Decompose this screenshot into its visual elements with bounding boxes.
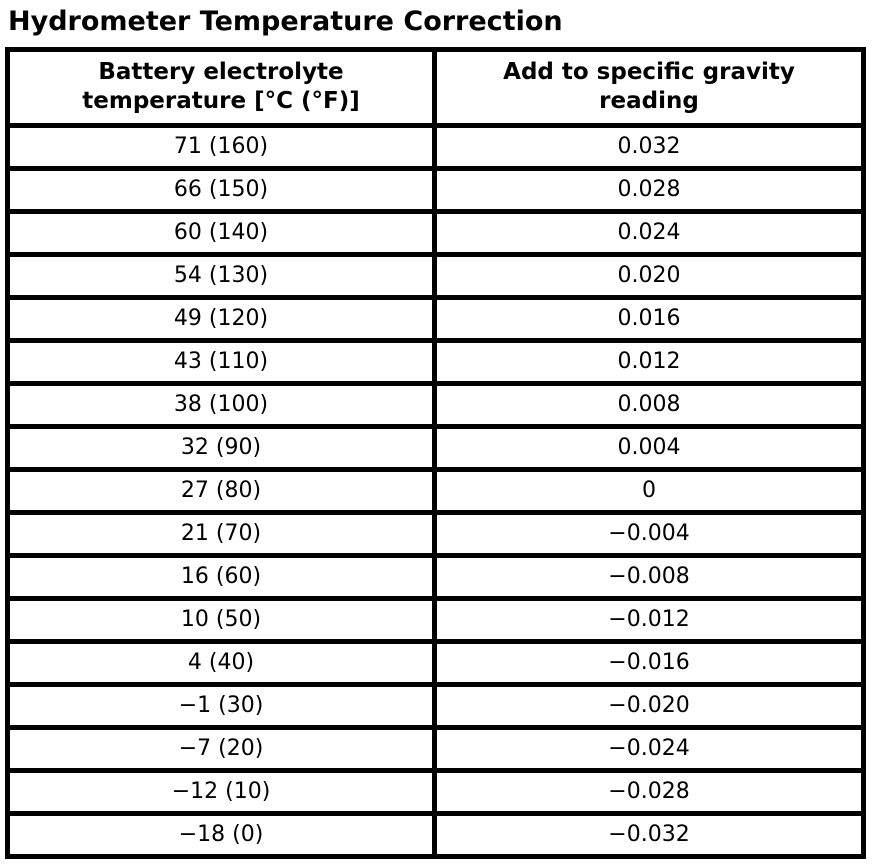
table-row: −18 (0) −0.032 bbox=[5, 811, 866, 860]
temperature-cell: 4 (40) bbox=[5, 639, 437, 688]
correction-cell: 0.020 bbox=[432, 252, 866, 301]
table-row: 49 (120) 0.016 bbox=[5, 295, 866, 344]
correction-cell: −0.012 bbox=[432, 596, 866, 645]
table-row: 38 (100) 0.008 bbox=[5, 381, 866, 430]
header-gravity-line1: Add to specific gravity bbox=[503, 58, 795, 85]
table-row: 16 (60) −0.008 bbox=[5, 553, 866, 602]
correction-cell: 0.032 bbox=[432, 123, 866, 172]
temperature-cell: 49 (120) bbox=[5, 295, 437, 344]
correction-cell: 0.016 bbox=[432, 295, 866, 344]
header-temperature: Battery electrolyte temperature [°C (°F)… bbox=[5, 47, 437, 129]
temperature-cell: 66 (150) bbox=[5, 166, 437, 215]
header-temperature-line2: temperature [°C (°F)] bbox=[82, 88, 360, 115]
temperature-cell: 60 (140) bbox=[5, 209, 437, 258]
table-row: 27 (80) 0 bbox=[5, 467, 866, 516]
table-row: 71 (160) 0.032 bbox=[5, 123, 866, 172]
header-gravity-line2: reading bbox=[599, 88, 699, 115]
header-temperature-line1: Battery electrolyte bbox=[98, 58, 344, 85]
table-row: 66 (150) 0.028 bbox=[5, 166, 866, 215]
correction-cell: −0.004 bbox=[432, 510, 866, 559]
temperature-cell: 21 (70) bbox=[5, 510, 437, 559]
temperature-cell: −1 (30) bbox=[5, 682, 437, 731]
temperature-cell: 10 (50) bbox=[5, 596, 437, 645]
correction-cell: −0.024 bbox=[432, 725, 866, 774]
correction-cell: −0.028 bbox=[432, 768, 866, 817]
table-row: 32 (90) 0.004 bbox=[5, 424, 866, 473]
page-title: Hydrometer Temperature Correction bbox=[8, 6, 563, 37]
temperature-cell: 43 (110) bbox=[5, 338, 437, 387]
header-row: Battery electrolyte temperature [°C (°F)… bbox=[5, 47, 866, 129]
table-row: −12 (10) −0.028 bbox=[5, 768, 866, 817]
table-row: 10 (50) −0.012 bbox=[5, 596, 866, 645]
table-row: −1 (30) −0.020 bbox=[5, 682, 866, 731]
temperature-cell: 27 (80) bbox=[5, 467, 437, 516]
table-row: 21 (70) −0.004 bbox=[5, 510, 866, 559]
temperature-cell: −7 (20) bbox=[5, 725, 437, 774]
temperature-cell: −18 (0) bbox=[5, 811, 437, 860]
correction-table-body: 71 (160) 0.032 66 (150) 0.028 60 (140) 0.024 5… bbox=[5, 123, 866, 860]
correction-cell: 0 bbox=[432, 467, 866, 516]
correction-cell: −0.032 bbox=[432, 811, 866, 860]
temperature-cell: 71 (160) bbox=[5, 123, 437, 172]
correction-cell: −0.020 bbox=[432, 682, 866, 731]
hydrometer-correction-table: Battery electrolyte temperature [°C (°F)… bbox=[5, 47, 866, 860]
correction-cell: 0.028 bbox=[432, 166, 866, 215]
table-row: 54 (130) 0.020 bbox=[5, 252, 866, 301]
correction-cell: 0.004 bbox=[432, 424, 866, 473]
temperature-cell: 16 (60) bbox=[5, 553, 437, 602]
table-row: 4 (40) −0.016 bbox=[5, 639, 866, 688]
correction-cell: −0.016 bbox=[432, 639, 866, 688]
temperature-cell: 54 (130) bbox=[5, 252, 437, 301]
table-header: Battery electrolyte temperature [°C (°F)… bbox=[5, 47, 866, 129]
correction-cell: 0.008 bbox=[432, 381, 866, 430]
table-row: −7 (20) −0.024 bbox=[5, 725, 866, 774]
table-row: 60 (140) 0.024 bbox=[5, 209, 866, 258]
correction-cell: 0.024 bbox=[432, 209, 866, 258]
temperature-cell: −12 (10) bbox=[5, 768, 437, 817]
correction-cell: 0.012 bbox=[432, 338, 866, 387]
temperature-cell: 32 (90) bbox=[5, 424, 437, 473]
correction-cell: −0.008 bbox=[432, 553, 866, 602]
temperature-cell: 38 (100) bbox=[5, 381, 437, 430]
header-gravity-correction: Add to specific gravity reading bbox=[432, 47, 866, 129]
table-row: 43 (110) 0.012 bbox=[5, 338, 866, 387]
